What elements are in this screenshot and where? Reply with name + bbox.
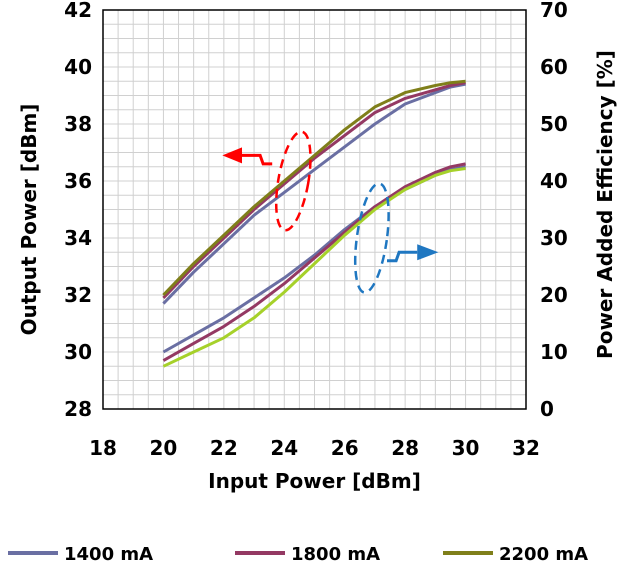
tick-labels: 18 20 22 24 26 28 30 32 28 30 32 34 36 38 40 42 0 10 20 30 4… [64, 0, 568, 460]
annotation-arrow-right-stem [387, 250, 418, 263]
annotation-ellipse-right [353, 182, 390, 294]
x-axis-title: Input Power [dBm] [208, 469, 421, 493]
x-tick-label: 20 [150, 436, 178, 460]
x-tick-label: 26 [331, 436, 359, 460]
series-line-output-power-1400-ma [162, 82, 466, 305]
y-right-tick-label: 60 [540, 55, 568, 79]
x-tick-label: 30 [452, 436, 480, 460]
y-left-tick-label: 28 [64, 397, 92, 421]
y-left-tick-label: 30 [64, 340, 92, 364]
y-right-tick-label: 40 [540, 169, 568, 193]
y-left-tick-label: 40 [64, 55, 92, 79]
x-tick-label: 24 [270, 436, 298, 460]
y-right-tick-label: 70 [540, 0, 568, 22]
legend-label: 1800 mA [291, 544, 380, 565]
series-layer [162, 79, 466, 368]
y-axis-left-title: Output Power [dBm] [17, 104, 41, 336]
series-line-pae-2200-ma [162, 167, 466, 368]
x-tick-label: 28 [391, 436, 419, 460]
y-left-tick-label: 36 [64, 169, 92, 193]
legend-item: 1400 mA [8, 544, 153, 565]
legend-item: 1800 mA [235, 544, 380, 565]
series-line-pae-1800-ma [162, 162, 466, 362]
y-left-tick-label: 38 [64, 112, 92, 136]
left-arrow-icon [222, 147, 242, 164]
x-tick-label: 32 [512, 436, 540, 460]
y-right-tick-label: 0 [540, 397, 554, 421]
x-tick-label: 22 [210, 436, 238, 460]
series-line-output-power-1800-ma [162, 81, 466, 299]
annotation-ellipse-left [274, 130, 312, 232]
y-right-tick-label: 50 [540, 112, 568, 136]
annotation-arrow-left-stem [238, 153, 273, 166]
y-right-tick-label: 10 [540, 340, 568, 364]
right-arrow-icon [417, 244, 439, 261]
y-axis-right-title: Power Added Efficiency [%] [593, 50, 617, 359]
annotations [222, 130, 439, 294]
y-right-tick-label: 20 [540, 283, 568, 307]
legend: 1400 mA 1800 mA 2200 mA [8, 544, 588, 565]
series-line-output-power-2200-ma [162, 79, 466, 297]
y-left-tick-label: 42 [64, 0, 92, 22]
legend-label: 1400 mA [64, 544, 153, 565]
plot-frame [102, 9, 527, 410]
y-left-tick-label: 32 [64, 283, 92, 307]
y-right-tick-label: 30 [540, 226, 568, 250]
legend-label: 2200 mA [499, 544, 588, 565]
legend-item: 2200 mA [443, 544, 588, 565]
x-tick-label: 18 [89, 436, 117, 460]
y-left-tick-label: 34 [64, 226, 92, 250]
